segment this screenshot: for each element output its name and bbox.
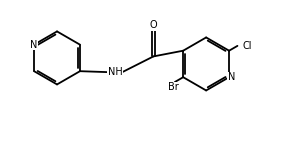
Text: NH: NH [108,67,123,77]
Text: N: N [228,72,235,82]
Text: Br: Br [168,82,179,92]
Text: Cl: Cl [243,41,252,51]
Text: N: N [30,40,38,50]
Text: O: O [149,20,157,30]
